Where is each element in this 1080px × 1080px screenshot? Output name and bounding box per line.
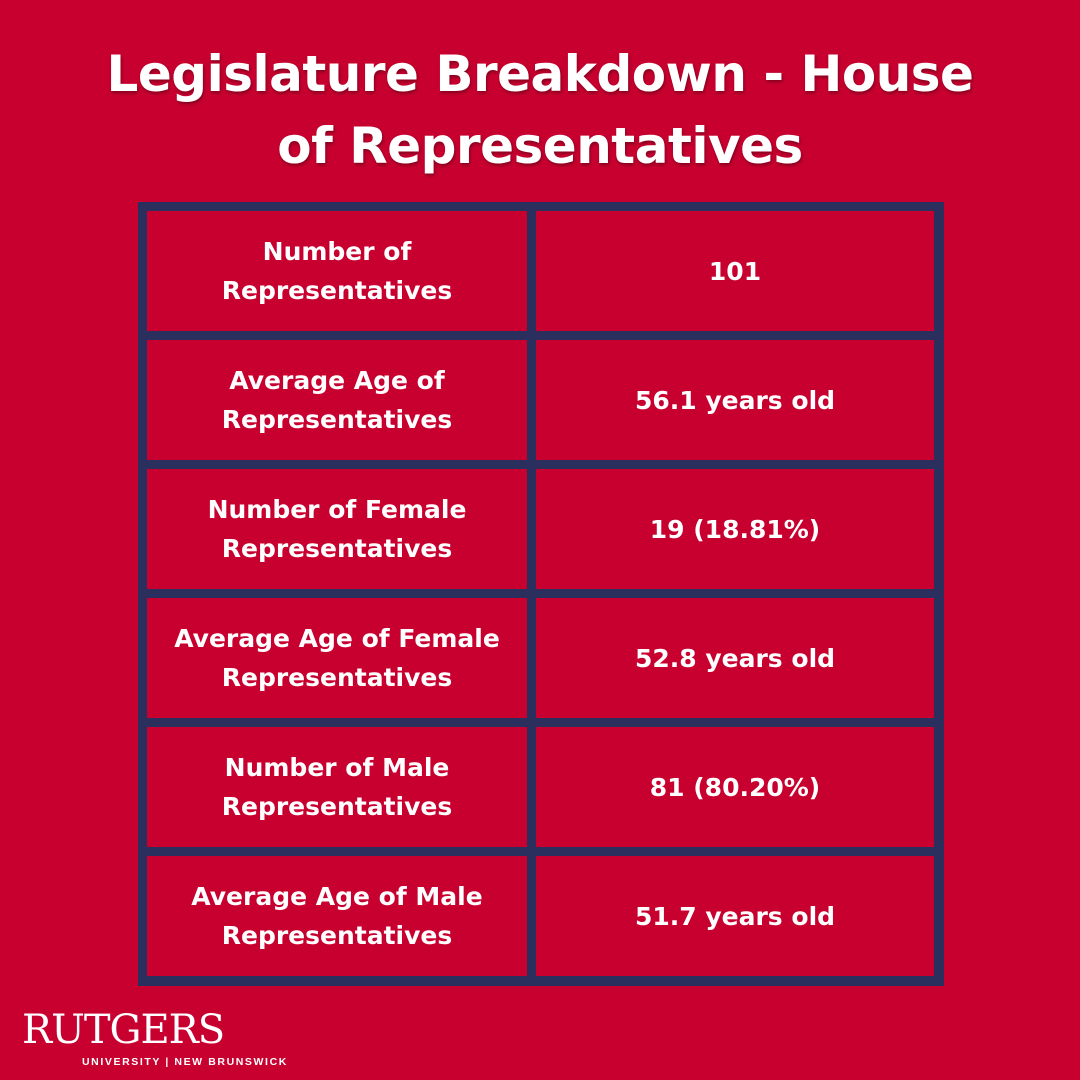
row-2-label-line-2: Representatives bbox=[221, 405, 453, 434]
row-6-label: Average Age of Male Representatives bbox=[147, 856, 527, 976]
row-6-value: 51.7 years old bbox=[536, 856, 934, 976]
row-6-label-line-2: Representatives bbox=[221, 921, 453, 950]
title-line-1: Legislature Breakdown - House bbox=[106, 45, 974, 103]
page-title: Legislature Breakdown - House of Represe… bbox=[0, 38, 1080, 182]
row-6-label-line-1: Average Age of Male bbox=[191, 882, 483, 911]
row-2-label-line-1: Average Age of bbox=[229, 366, 445, 395]
row-2-value: 56.1 years old bbox=[536, 340, 934, 460]
row-4-label-line-1: Average Age of Female bbox=[174, 624, 500, 653]
logo-tagline: UNIVERSITY | NEW BRUNSWICK bbox=[82, 1056, 288, 1068]
title-line-2: of Representatives bbox=[277, 117, 803, 175]
row-3-label-line-2: Representatives bbox=[221, 534, 453, 563]
row-3-label: Number of Female Representatives bbox=[147, 469, 527, 589]
row-1-label: Number of Representatives bbox=[147, 211, 527, 331]
row-2-label: Average Age of Representatives bbox=[147, 340, 527, 460]
row-5-label: Number of Male Representatives bbox=[147, 727, 527, 847]
logo-wordmark: RUTGERS bbox=[22, 1007, 225, 1053]
row-1-value: 101 bbox=[536, 211, 934, 331]
row-1-label-line-1: Number of bbox=[262, 237, 412, 266]
row-4-label: Average Age of Female Representatives bbox=[147, 598, 527, 718]
row-3-value: 19 (18.81%) bbox=[536, 469, 934, 589]
row-5-label-line-1: Number of Male bbox=[224, 753, 450, 782]
stats-table: Number of Representatives 101 Average Ag… bbox=[138, 202, 944, 986]
row-4-label-line-2: Representatives bbox=[221, 663, 453, 692]
row-5-value: 81 (80.20%) bbox=[536, 727, 934, 847]
row-1-label-line-2: Representatives bbox=[221, 276, 453, 305]
rutgers-logo: RUTGERS UNIVERSITY | NEW BRUNSWICK bbox=[22, 1007, 286, 1072]
row-5-label-line-2: Representatives bbox=[221, 792, 453, 821]
row-3-label-line-1: Number of Female bbox=[207, 495, 467, 524]
row-4-value: 52.8 years old bbox=[536, 598, 934, 718]
